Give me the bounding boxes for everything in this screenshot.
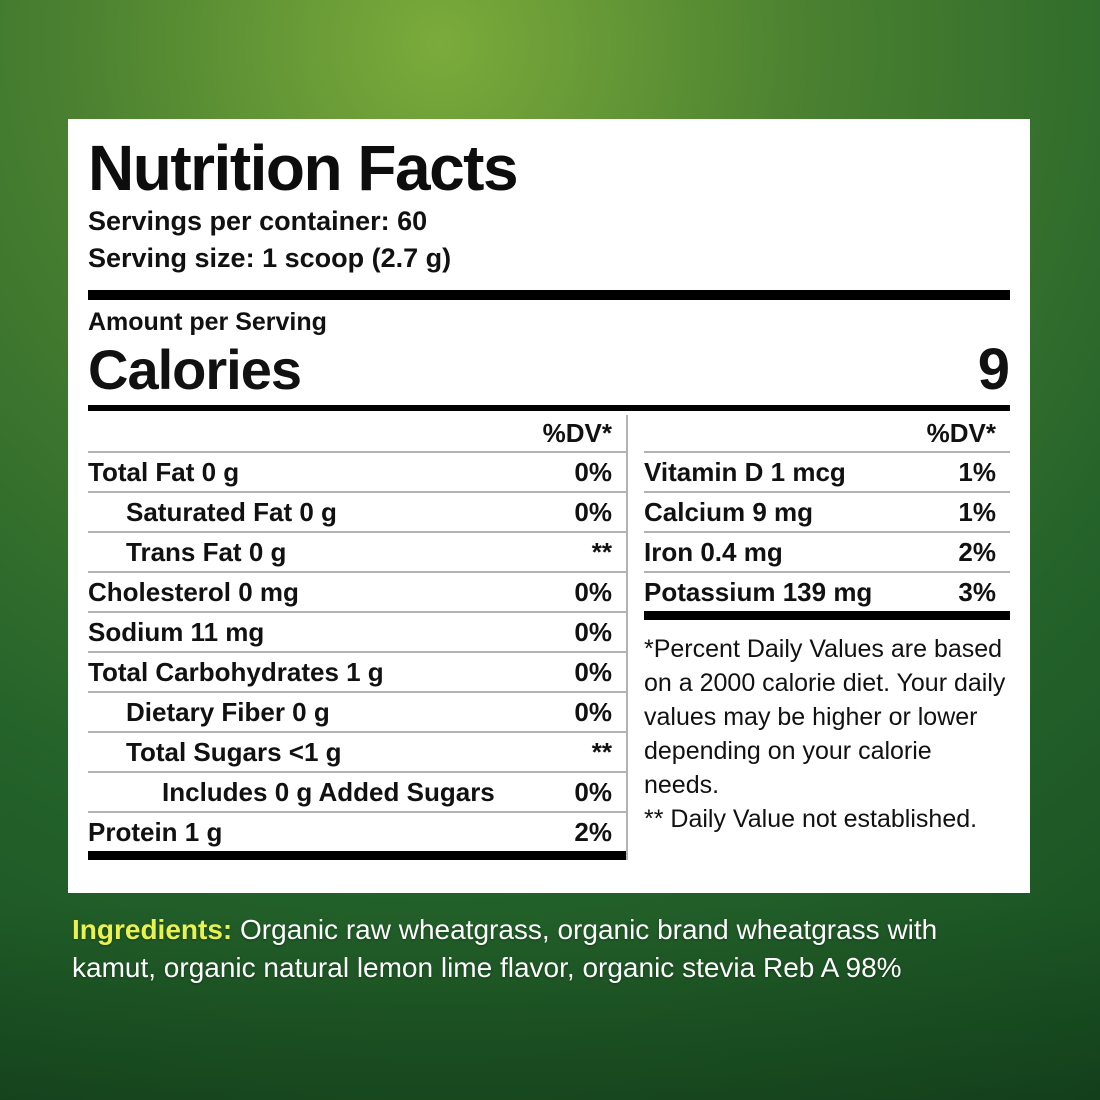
- nutrient-name: Total Sugars <1 g: [126, 737, 342, 767]
- divider-bar-right-bottom: [644, 611, 1010, 620]
- nutrient-dv: 1%: [958, 457, 996, 487]
- nutrient-name: Iron 0.4 mg: [644, 537, 783, 567]
- servings-per-container: Servings per container: 60: [88, 206, 428, 236]
- serving-size: Serving size: 1 scoop (2.7 g): [88, 243, 452, 273]
- nutrient-name: Vitamin D 1 mcg: [644, 457, 846, 487]
- divider-bar-left-bottom: [88, 851, 626, 860]
- nutrient-name: Includes 0 g Added Sugars: [162, 777, 495, 807]
- nutrient-name: Sodium 11 mg: [88, 617, 265, 647]
- table-row: Calcium 9 mg 1%: [644, 493, 1010, 533]
- table-row: Saturated Fat 0 g 0%: [88, 493, 626, 533]
- nutrient-name: Potassium 139 mg: [644, 577, 873, 607]
- nutrient-name: Dietary Fiber 0 g: [126, 697, 330, 727]
- nutrient-dv: 0%: [574, 657, 612, 687]
- nutrient-name: Trans Fat 0 g: [126, 537, 287, 567]
- divider-bar-top: [88, 290, 1010, 300]
- ingredients-label: Ingredients:: [72, 914, 233, 945]
- table-row: Total Sugars <1 g **: [88, 733, 626, 773]
- nutrient-dv: 2%: [574, 817, 612, 847]
- nutrient-column-right: %DV* Vitamin D 1 mcg 1% Calcium 9 mg 1% …: [626, 415, 1010, 860]
- table-row: Cholesterol 0 mg 0%: [88, 573, 626, 613]
- nutrient-dv: 0%: [574, 577, 612, 607]
- footnote-not-established: ** Daily Value not established.: [644, 805, 978, 833]
- footnote-daily-values: *Percent Daily Values are based on a 200…: [644, 635, 1006, 799]
- calories-value: 9: [977, 337, 1010, 402]
- table-row: Includes 0 g Added Sugars 0%: [88, 773, 626, 813]
- table-row: Trans Fat 0 g **: [88, 533, 626, 573]
- nutrient-dv: 0%: [574, 617, 612, 647]
- calories-label: Calories: [88, 338, 302, 401]
- nutrient-columns: %DV* Total Fat 0 g 0% Saturated Fat 0 g …: [88, 415, 1010, 860]
- amount-per-serving-label: Amount per Serving: [88, 308, 327, 336]
- nutrition-facts-label: Nutrition Facts Servings per container: …: [68, 119, 1030, 893]
- daily-value-footnote: *Percent Daily Values are based on a 200…: [644, 632, 1010, 836]
- nutrient-dv: **: [591, 737, 612, 767]
- nutrient-name: Calcium 9 mg: [644, 497, 814, 527]
- table-row: Total Fat 0 g 0%: [88, 453, 626, 493]
- table-row: Potassium 139 mg 3%: [644, 573, 1010, 611]
- nutrient-dv: 0%: [574, 457, 612, 487]
- dv-header-left: %DV*: [88, 415, 626, 453]
- nutrient-name: Total Carbohydrates 1 g: [88, 657, 384, 687]
- nutrient-dv: 0%: [574, 777, 612, 807]
- nutrition-facts-title: Nutrition Facts: [88, 132, 519, 204]
- nutrient-column-left: %DV* Total Fat 0 g 0% Saturated Fat 0 g …: [88, 415, 626, 860]
- table-row: Vitamin D 1 mcg 1%: [644, 453, 1010, 493]
- table-row: Dietary Fiber 0 g 0%: [88, 693, 626, 733]
- nutrient-name: Total Fat 0 g: [88, 457, 240, 487]
- nutrient-dv: 3%: [958, 577, 996, 607]
- dv-header-right: %DV*: [644, 415, 1010, 453]
- nutrient-dv: 0%: [574, 697, 612, 727]
- nutrient-dv: **: [591, 537, 612, 567]
- table-row: Total Carbohydrates 1 g 0%: [88, 653, 626, 693]
- nutrient-name: Saturated Fat 0 g: [126, 497, 337, 527]
- nutrient-name: Cholesterol 0 mg: [88, 577, 299, 607]
- nutrient-name: Protein 1 g: [88, 817, 223, 847]
- ingredients-list: Organic raw wheatgrass, organic brand wh…: [72, 914, 938, 983]
- nutrient-dv: 2%: [958, 537, 996, 567]
- nutrient-dv: 0%: [574, 497, 612, 527]
- table-row: Iron 0.4 mg 2%: [644, 533, 1010, 573]
- table-row: Protein 1 g 2%: [88, 813, 626, 851]
- table-row: Sodium 11 mg 0%: [88, 613, 626, 653]
- ingredients-text: Ingredients: Organic raw wheatgrass, org…: [72, 911, 1022, 987]
- calories-row: Calories 9: [88, 339, 1010, 401]
- nutrient-dv: 1%: [958, 497, 996, 527]
- divider-bar-calories: [88, 405, 1010, 411]
